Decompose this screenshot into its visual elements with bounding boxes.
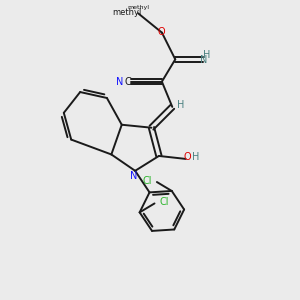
Text: methyl: methyl <box>127 5 149 10</box>
Text: methyl: methyl <box>112 8 142 17</box>
Text: N: N <box>200 55 208 65</box>
Text: N: N <box>130 171 137 181</box>
Text: O: O <box>158 27 165 37</box>
Text: H: H <box>203 50 211 60</box>
Text: O: O <box>183 152 191 162</box>
Text: N: N <box>116 76 123 87</box>
Text: Cl: Cl <box>142 176 152 185</box>
Text: H: H <box>192 152 200 162</box>
Text: C: C <box>124 76 131 87</box>
Text: H: H <box>177 100 184 110</box>
Text: Cl: Cl <box>159 197 169 207</box>
